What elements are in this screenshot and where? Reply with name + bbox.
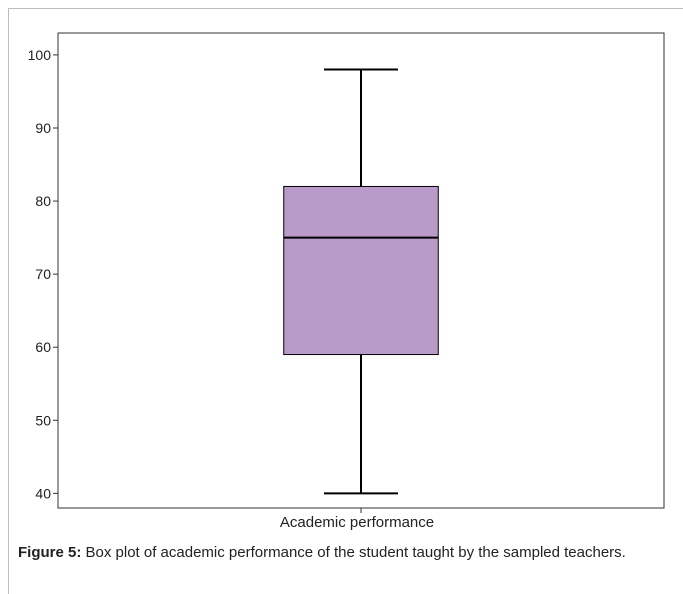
- y-tick-label: 40: [35, 485, 51, 501]
- y-tick-label: 50: [35, 412, 51, 428]
- figure-frame: [8, 8, 683, 594]
- caption-text: Box plot of academic performance of the …: [81, 544, 626, 561]
- interquartile-box: [283, 185, 439, 356]
- x-axis-label: Academic performance: [280, 514, 434, 531]
- box-plot-chart: 40 50 60 70 80 90 100 Academic performance: [28, 32, 665, 531]
- y-tick-label: 60: [35, 339, 51, 355]
- y-tick-label: 100: [28, 47, 52, 63]
- y-tick-label: 70: [35, 266, 51, 282]
- figure-caption: Figure 5: Box plot of academic performan…: [18, 543, 668, 563]
- y-tick-label: 90: [35, 120, 51, 136]
- caption-label: Figure 5:: [18, 544, 82, 561]
- y-tick-label: 80: [35, 193, 51, 209]
- boxes: [283, 68, 439, 513]
- y-axis: 40 50 60 70 80 90 100: [28, 47, 58, 501]
